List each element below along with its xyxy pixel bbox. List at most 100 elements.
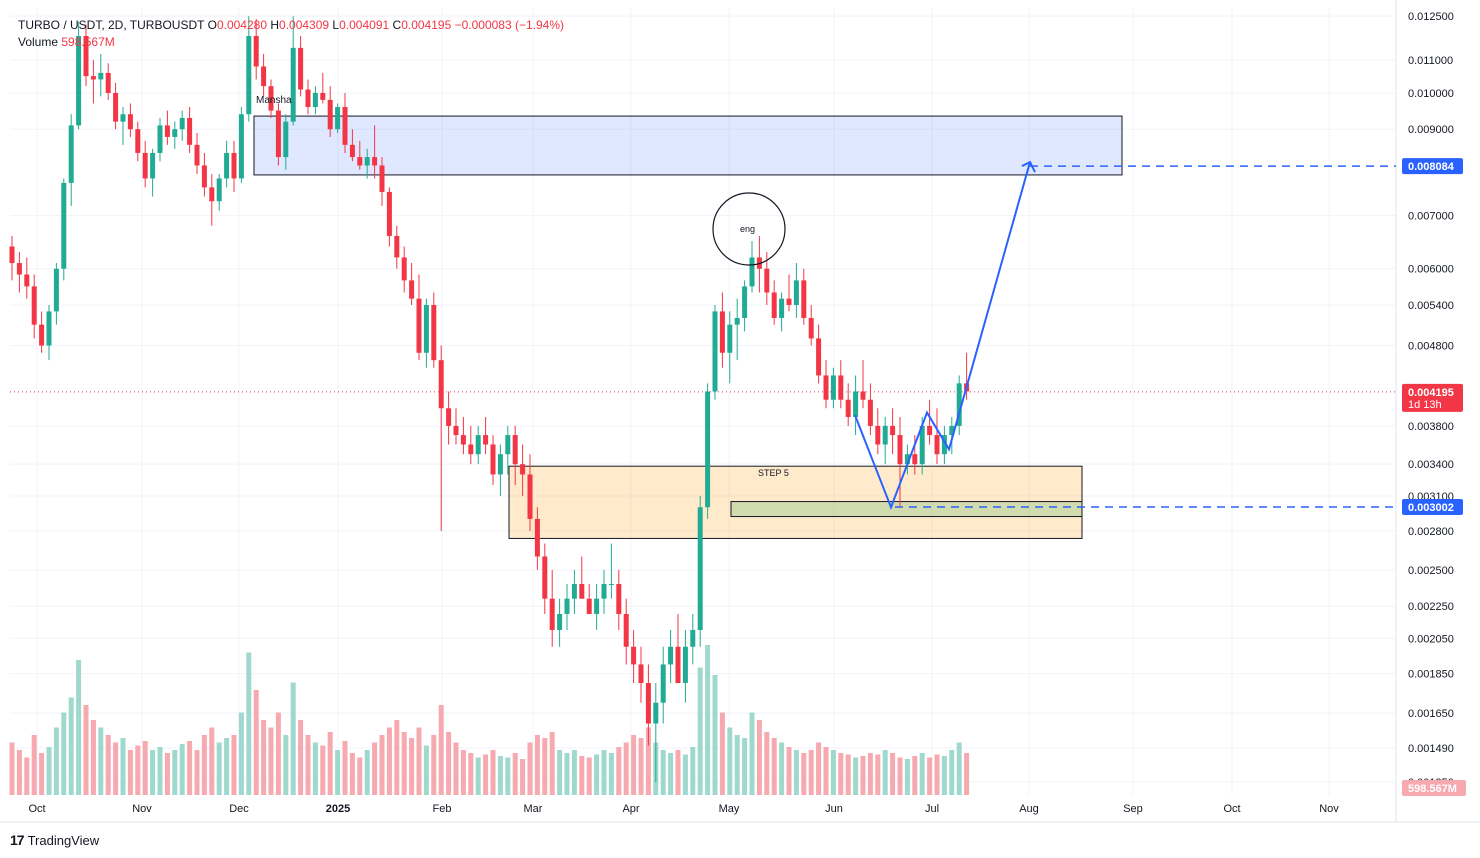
- candle-body: [845, 399, 851, 417]
- change-value: −0.000083 (−1.94%): [454, 18, 565, 32]
- volume-bar: [875, 754, 881, 795]
- candle-body: [690, 629, 696, 647]
- candle-body: [475, 435, 481, 455]
- candle-body: [142, 152, 148, 179]
- candle-body: [231, 152, 237, 179]
- y-tick-label: 0.003800: [1408, 421, 1454, 433]
- candle-body: [468, 444, 474, 455]
- volume-bar: [142, 741, 148, 795]
- volume-bar: [912, 756, 918, 795]
- volume-bar: [261, 720, 267, 795]
- volume-bar: [890, 753, 896, 795]
- x-tick-label: Nov: [132, 803, 152, 815]
- candle-body: [409, 280, 415, 299]
- candle-body: [335, 106, 341, 130]
- candle-body: [675, 646, 681, 684]
- y-tick-label: 0.002500: [1408, 565, 1454, 577]
- volume-bar: [564, 753, 570, 795]
- price-axis[interactable]: 0.012500 0.011000 0.010000 0.009000 0.007000…: [1402, 11, 1466, 796]
- volume-bar: [801, 753, 807, 795]
- candle-body: [16, 263, 22, 275]
- candle-layer: [9, 16, 970, 783]
- candle-body: [490, 444, 496, 475]
- candle-body: [734, 317, 740, 325]
- y-tick-label: 0.005400: [1408, 300, 1454, 312]
- candle-body: [764, 268, 770, 293]
- volume-bar: [786, 747, 792, 795]
- volume-bar: [764, 732, 770, 795]
- candle-body: [668, 646, 674, 665]
- volume-bar: [497, 756, 503, 795]
- volume-bar: [779, 742, 785, 795]
- close-value: 0.004195: [401, 18, 452, 32]
- volume-bar: [16, 750, 22, 795]
- volume-bar: [808, 750, 814, 795]
- volume-bar: [756, 720, 762, 795]
- candle-body: [372, 157, 378, 166]
- symbol-name[interactable]: TURBO / USDT, 2D, TURBOUSDT: [18, 18, 205, 32]
- volume-bar: [120, 738, 126, 795]
- volume-bar: [897, 757, 903, 795]
- candle-body: [39, 324, 45, 346]
- candle-body: [527, 474, 533, 519]
- volume-bar: [127, 750, 133, 795]
- candle-body: [638, 664, 644, 684]
- candle-body: [534, 518, 540, 557]
- price-tag-label: 0.008084: [1408, 161, 1455, 173]
- candle-body: [801, 280, 807, 318]
- volume-bar: [845, 754, 851, 795]
- time-axis[interactable]: Oct Nov Dec 2025 Feb Mar Apr May Jun Jul Aug Sep Oct…: [28, 803, 1339, 815]
- candle-body: [705, 391, 711, 508]
- candle-body: [179, 117, 185, 130]
- volume-bar: [830, 750, 836, 795]
- footer-brand[interactable]: 17 TradingView: [10, 832, 99, 848]
- candle-body: [816, 338, 822, 376]
- volume-bar: [98, 727, 104, 795]
- volume-bar: [719, 712, 725, 795]
- volume-bar: [224, 738, 230, 795]
- candle-body: [209, 187, 215, 202]
- volume-bar: [76, 660, 82, 795]
- candle-body: [386, 191, 392, 236]
- volume-bar: [423, 745, 429, 795]
- candle-body: [571, 584, 577, 599]
- candle-body: [793, 280, 799, 305]
- volume-bar: [941, 756, 947, 795]
- candle-body: [616, 584, 622, 614]
- volume-bar: [431, 735, 437, 795]
- volume-bar: [904, 759, 910, 795]
- volume-bar: [557, 750, 563, 795]
- ohlc-row: TURBO / USDT, 2D, TURBOUSDT O0.004280 H0…: [18, 17, 564, 34]
- candle-body: [312, 92, 318, 107]
- candle-body: [187, 117, 193, 145]
- candle-body: [164, 125, 170, 137]
- x-tick-label: Dec: [229, 803, 249, 815]
- volume-bar: [320, 745, 326, 795]
- candle-body: [224, 152, 230, 179]
- volume-bar: [238, 712, 244, 795]
- volume-bar: [956, 742, 962, 795]
- tradingview-logo-icon: 17: [10, 832, 25, 848]
- volume-bar: [934, 754, 940, 795]
- candle-body: [194, 144, 200, 166]
- demand-zone: [508, 465, 1083, 539]
- candle-body: [298, 47, 304, 90]
- y-tick-label: 0.001650: [1408, 708, 1454, 720]
- volume-bar: [919, 753, 925, 795]
- volume-bar: [39, 753, 45, 795]
- x-tick-label: Oct: [28, 803, 45, 815]
- y-tick-label: 0.007000: [1408, 211, 1454, 223]
- candle-body: [157, 125, 163, 153]
- x-tick-label: Feb: [433, 803, 452, 815]
- candle-body: [83, 35, 89, 77]
- volume-tag: [1402, 780, 1466, 796]
- y-tick-label: 0.011000: [1408, 55, 1453, 67]
- candle-body: [320, 92, 326, 100]
- volume-bar: [275, 712, 281, 795]
- volume-bar: [594, 754, 600, 795]
- candle-body: [172, 129, 178, 137]
- candle-body: [875, 425, 881, 445]
- volume-bar: [335, 750, 341, 795]
- volume-bar: [68, 697, 74, 795]
